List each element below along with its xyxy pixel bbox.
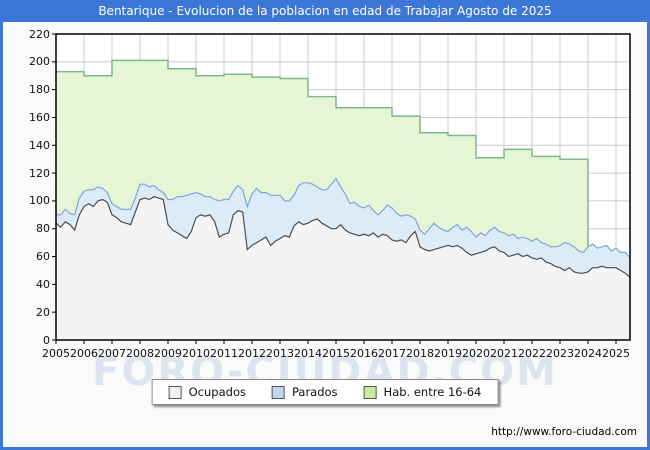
y-tick-label: 100: [29, 194, 50, 208]
x-tick-label: 2013: [266, 347, 294, 360]
x-tick-label: 2019: [434, 347, 462, 360]
legend: Ocupados Parados Hab. entre 16-64: [151, 379, 499, 405]
x-tick-label: 2021: [490, 347, 518, 360]
y-tick-label: 20: [36, 305, 50, 319]
x-tick-label: 2005: [42, 347, 70, 360]
y-tick-label: 40: [36, 277, 50, 291]
y-tick-label: 120: [29, 166, 50, 180]
y-tick-label: 80: [36, 222, 50, 236]
x-tick-label: 2012: [238, 347, 266, 360]
x-tick-label: 2020: [462, 347, 490, 360]
legend-item-parados: Parados: [271, 385, 338, 399]
x-tick-label: 2006: [70, 347, 98, 360]
x-tick-label: 2007: [98, 347, 126, 360]
legend-swatch-icon: [168, 385, 182, 399]
y-tick-label: 200: [29, 55, 50, 69]
y-tick-label: 0: [43, 333, 50, 347]
x-tick-label: 2016: [350, 347, 378, 360]
legend-swatch-icon: [271, 385, 285, 399]
legend-label: Hab. entre 16-64: [383, 385, 482, 399]
x-tick-label: 2018: [406, 347, 434, 360]
chart-title: Bentarique - Evolucion de la poblacion e…: [3, 0, 647, 22]
legend-label: Parados: [291, 385, 338, 399]
y-tick-label: 160: [29, 110, 50, 124]
y-tick-label: 60: [36, 250, 50, 264]
x-tick-label: 2015: [322, 347, 350, 360]
x-tick-label: 2011: [210, 347, 238, 360]
y-tick-label: 180: [29, 83, 50, 97]
x-tick-label: 2010: [182, 347, 210, 360]
legend-item-ocupados: Ocupados: [168, 385, 246, 399]
y-tick-label: 140: [29, 138, 50, 152]
x-tick-label: 2025: [602, 347, 630, 360]
legend-item-hab-entre-16-64: Hab. entre 16-64: [363, 385, 482, 399]
x-tick-label: 2009: [154, 347, 182, 360]
site-url: http://www.foro-ciudad.com: [491, 426, 637, 438]
legend-swatch-icon: [363, 385, 377, 399]
legend-label: Ocupados: [188, 385, 246, 399]
x-tick-label: 2023: [546, 347, 574, 360]
x-tick-label: 2024: [574, 347, 602, 360]
x-tick-label: 2022: [518, 347, 546, 360]
y-tick-label: 220: [29, 27, 50, 41]
x-tick-label: 2014: [294, 347, 322, 360]
x-tick-label: 2017: [378, 347, 406, 360]
x-tick-label: 2008: [126, 347, 154, 360]
